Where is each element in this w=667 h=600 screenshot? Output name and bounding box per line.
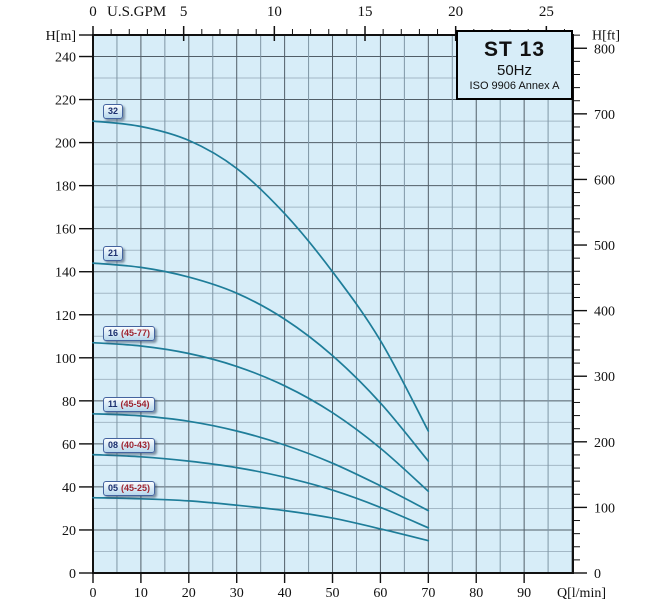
y-right-tick-label-600: 600	[594, 173, 615, 188]
y-right-axis-unit-label: H[ft]	[592, 28, 620, 43]
curve-trim-range: (45-77)	[121, 327, 151, 338]
x-bottom-axis-unit-label: Q[l/min]	[557, 586, 606, 600]
curve-05	[92, 496, 430, 542]
y-left-tick-label-160: 160	[55, 223, 76, 238]
curve-label-32: 32	[103, 104, 124, 120]
y-right-tick-label-700: 700	[594, 108, 615, 123]
pump-frequency: 50Hz	[496, 62, 533, 79]
curve-trim-range: (40-43)	[121, 439, 151, 450]
curve-32	[92, 120, 430, 432]
title-box: ST 13 50Hz ISO 9906 Annex A	[456, 30, 573, 100]
y-left-axis-unit-label: H[m]	[46, 29, 76, 44]
y-left-tick-label-20: 20	[62, 524, 76, 539]
test-standard: ISO 9906 Annex A	[469, 80, 560, 92]
y-left-tick-label-220: 220	[55, 94, 76, 109]
x-top-axis-unit-label: U.S.GPM	[107, 4, 166, 20]
x-bottom-tick-label-10: 10	[134, 586, 148, 600]
y-left-tick-label-120: 120	[55, 309, 76, 324]
x-bottom-tick-label-60: 60	[373, 586, 387, 600]
y-right-tick-label-500: 500	[594, 239, 615, 254]
curve-code: 16	[108, 327, 119, 338]
curve-label-21: 21	[103, 246, 124, 262]
curve-code: 32	[108, 106, 119, 117]
curve-label-16: 16 (45-77)	[103, 325, 156, 341]
y-left-tick-label-200: 200	[55, 137, 76, 152]
y-left-tick-label-60: 60	[62, 438, 76, 453]
x-top-tick-label-20: 20	[448, 4, 463, 20]
curve-label-08: 08 (40-43)	[103, 437, 156, 453]
y-right-tick-label-200: 200	[594, 436, 615, 451]
curve-code: 21	[108, 248, 119, 259]
y-left-tick-label-180: 180	[55, 180, 76, 195]
y-left-tick-label-80: 80	[62, 395, 76, 410]
y-left-tick-label-140: 140	[55, 266, 76, 281]
x-bottom-tick-label-50: 50	[326, 586, 340, 600]
x-bottom-tick-label-70: 70	[421, 586, 435, 600]
y-right-tick-label-300: 300	[594, 370, 615, 385]
x-top-tick-label-0: 0	[89, 4, 97, 20]
curve-21	[92, 262, 430, 462]
x-bottom-tick-label-20: 20	[182, 586, 196, 600]
curve-08	[92, 453, 430, 529]
x-top-tick-label-15: 15	[358, 4, 373, 20]
y-left-tick-label-100: 100	[55, 352, 76, 367]
x-top-tick-label-10: 10	[267, 4, 282, 20]
x-bottom-tick-label-80: 80	[469, 586, 483, 600]
x-bottom-tick-label-40: 40	[278, 586, 292, 600]
y-right-tick-label-0: 0	[594, 567, 601, 582]
y-left-tick-label-0: 0	[69, 567, 76, 582]
x-bottom-tick-label-30: 30	[230, 586, 244, 600]
x-top-tick-label-25: 25	[539, 4, 554, 20]
curve-label-11: 11 (45-54)	[103, 396, 155, 412]
curve-11	[92, 412, 430, 512]
y-right-tick-label-800: 800	[594, 42, 615, 57]
curve-label-05: 05 (45-25)	[103, 480, 156, 496]
y-left-tick-label-40: 40	[62, 481, 76, 496]
x-top-tick-label-5: 5	[180, 4, 188, 20]
y-right-tick-label-100: 100	[594, 501, 615, 516]
curve-trim-range: (45-25)	[121, 482, 151, 493]
y-left-tick-label-240: 240	[55, 51, 76, 66]
y-right-tick-label-400: 400	[594, 305, 615, 320]
curve-trim-range: (45-54)	[120, 398, 150, 409]
x-bottom-tick-label-0: 0	[90, 586, 97, 600]
curve-16	[92, 341, 430, 493]
curve-code: 05	[108, 482, 119, 493]
curve-code: 11	[108, 398, 118, 409]
curve-code: 08	[108, 439, 119, 450]
pump-model: ST 13	[483, 38, 546, 61]
x-bottom-tick-label-90: 90	[517, 586, 531, 600]
